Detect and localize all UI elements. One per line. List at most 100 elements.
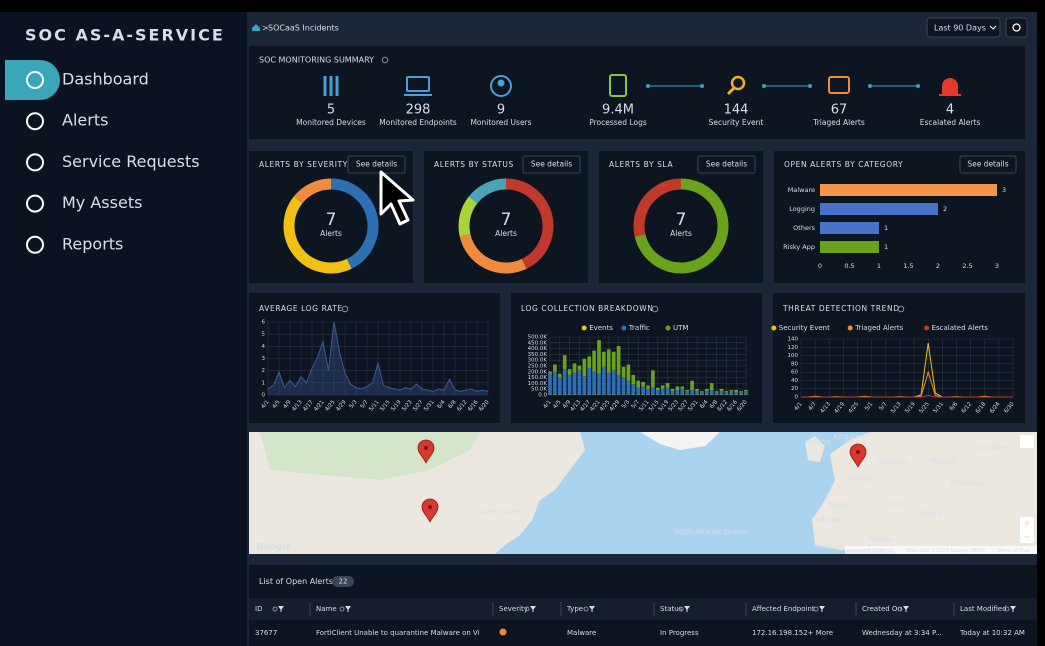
stacked-bar-segment [655, 387, 660, 391]
stacked-bar-segment [557, 377, 562, 395]
legend-swatch [621, 325, 627, 331]
column-header[interactable]: Last Modified [960, 605, 1007, 613]
nav-item[interactable]: Reports [62, 234, 123, 253]
stacked-bar-segment [670, 391, 675, 395]
donut-segment [458, 196, 478, 237]
stacked-bar-segment [734, 390, 739, 393]
column-header[interactable]: Type [566, 605, 583, 613]
filter-icon[interactable] [589, 606, 595, 612]
column-header[interactable]: Affected Endpoint [752, 605, 815, 613]
filter-icon[interactable] [1010, 606, 1016, 612]
see-details-button[interactable] [522, 155, 581, 174]
filter-icon[interactable] [345, 606, 351, 612]
donut-segment [330, 178, 379, 269]
card [249, 46, 1025, 139]
map-zoom-control[interactable] [1020, 517, 1034, 543]
y-tick-label: 5 [262, 332, 266, 338]
stacked-bar-segment [675, 390, 680, 395]
stacked-bar-segment [709, 383, 714, 391]
sort-icon[interactable] [1004, 606, 1010, 612]
table-cell: Wednesday at 3:34 P... [862, 629, 942, 637]
summary-icon [490, 75, 512, 97]
stacked-bar-segment [670, 388, 675, 392]
x-tick-label: 6/6 [949, 401, 960, 412]
filter-icon[interactable] [530, 606, 536, 612]
stacked-bar-segment [675, 386, 680, 391]
stacked-bar-segment [606, 349, 611, 373]
donut-center-value: 7 [326, 210, 337, 230]
sort-icon[interactable] [524, 606, 530, 612]
donut-segment [293, 178, 332, 204]
sort-icon[interactable] [272, 606, 278, 612]
column-header[interactable]: Status [660, 605, 683, 613]
sort-icon[interactable] [678, 606, 684, 612]
column-header[interactable]: Name [316, 605, 337, 613]
table-cell: Today at 10:32 AM [959, 629, 1025, 637]
summary-icon [335, 76, 339, 96]
column-header[interactable]: ID [255, 605, 262, 613]
nav-item[interactable]: My Assets [62, 193, 142, 212]
column-header[interactable]: Severity [499, 605, 528, 613]
y-tick-label: 0 [795, 395, 799, 401]
see-details-button[interactable] [347, 155, 406, 174]
stacked-bar-segment [660, 388, 665, 395]
nav-item[interactable]: Alerts [62, 111, 108, 130]
donut-center-label: Alerts [670, 229, 692, 238]
summary-icon [828, 76, 850, 94]
legend-swatch [665, 325, 671, 331]
bar-value-label: 3 [1002, 186, 1006, 194]
stacked-bar-segment [719, 391, 724, 395]
count-badge-label: 22 [339, 578, 348, 586]
sort-icon[interactable] [583, 606, 589, 612]
active-nav-pill [5, 60, 60, 100]
table-cell: Malware [567, 629, 596, 637]
map-footer-text: Terms of Use [996, 548, 1029, 554]
stacked-bar-segment [641, 381, 645, 387]
sort-icon[interactable] [897, 606, 903, 612]
x-tick-label: 2 [936, 262, 940, 270]
nav-icon [26, 194, 44, 213]
filter-icon[interactable] [903, 606, 909, 612]
x-tick-label: 5/1 [864, 401, 874, 412]
x-tick-label: 6/4 [699, 399, 710, 410]
filter-icon[interactable] [278, 606, 284, 612]
donut-center-label: Alerts [320, 229, 342, 238]
line-area [268, 322, 488, 395]
stacked-bar-segment [685, 391, 690, 395]
stacked-bar-segment [739, 392, 743, 395]
map-pin[interactable] [421, 498, 439, 523]
map-pin[interactable] [849, 443, 867, 468]
summary-label: Escalated Alerts [920, 118, 981, 127]
nav-item[interactable]: Dashboard [62, 70, 149, 89]
map-label: Italy [888, 500, 903, 508]
y-tick-label: 50.0K [531, 387, 547, 393]
x-tick-label: 3 [995, 262, 999, 270]
stacked-bar-segment [548, 373, 552, 395]
card-title: THREAT DETECTION TREND [782, 304, 900, 313]
summary-value: 298 [406, 103, 431, 118]
see-details-label: See details [356, 160, 397, 169]
stacked-bar-segment [587, 356, 592, 368]
map-fullscreen-button[interactable] [1020, 435, 1034, 448]
filter-icon[interactable] [684, 606, 690, 612]
map-pin[interactable] [417, 439, 435, 464]
refresh-button[interactable] [1005, 17, 1028, 38]
zoom-in: + [1023, 518, 1031, 529]
see-details-button[interactable] [697, 155, 756, 174]
donut-segment [283, 196, 352, 274]
range-select[interactable] [926, 17, 1001, 38]
stacked-bar-segment [724, 391, 729, 393]
sort-icon[interactable] [813, 606, 819, 612]
nav-item[interactable]: Service Requests [62, 152, 200, 171]
filter-icon[interactable] [819, 606, 825, 612]
stacked-bar-segment [729, 390, 734, 392]
sort-icon[interactable] [339, 606, 345, 612]
map-label: Ukraine [979, 444, 1006, 452]
y-tick-label: 450.0K [528, 340, 548, 346]
column-header[interactable]: Created On [862, 605, 902, 613]
map-brand: Google [256, 543, 291, 553]
summary-label: Processed Logs [589, 118, 647, 127]
bar [820, 203, 938, 215]
see-details-button[interactable] [959, 155, 1017, 174]
card-title: AVERAGE LOG RATE [259, 304, 343, 313]
